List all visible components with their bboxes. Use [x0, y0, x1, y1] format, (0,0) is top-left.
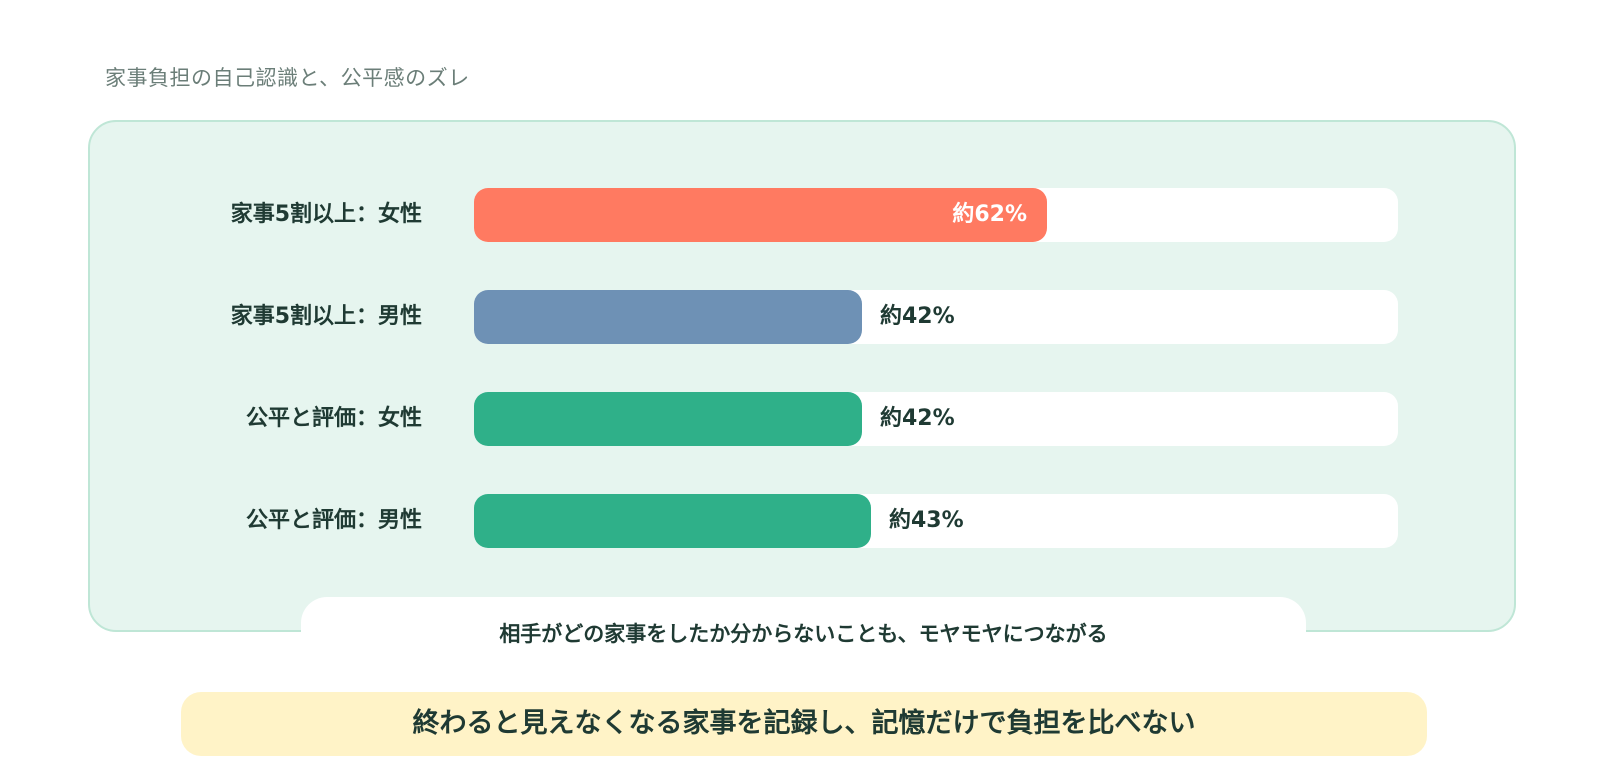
- note-box: 相手がどの家事をしたか分からないことも、モヤモヤにつながる: [301, 597, 1306, 671]
- bar-category-label: 家事5割以上：男性: [230, 304, 422, 329]
- bar-value-label: 約62%: [952, 202, 1027, 227]
- bar: [474, 290, 862, 344]
- page-title: 家事負担の自己認識と、公平感のズレ: [105, 66, 470, 90]
- bar-row: 公平と評価：男性 約43%: [90, 494, 1514, 548]
- callout-text: 終わると見えなくなる家事を記録し、記憶だけで負担を比べない: [412, 708, 1196, 739]
- bar-value-label: 約42%: [880, 406, 955, 431]
- bar-category-label: 公平と評価：男性: [245, 508, 422, 533]
- bar-category-label: 公平と評価：女性: [245, 406, 422, 431]
- bar: [474, 494, 871, 548]
- bar-row: 家事5割以上：男性 約42%: [90, 290, 1514, 344]
- bar-row: 公平と評価：女性 約42%: [90, 392, 1514, 446]
- bar-track: 約43%: [474, 494, 1398, 548]
- note-text: 相手がどの家事をしたか分からないことも、モヤモヤにつながる: [499, 622, 1108, 646]
- callout-banner: 終わると見えなくなる家事を記録し、記憶だけで負担を比べない: [181, 692, 1427, 756]
- chart-panel: 家事5割以上：女性 約62% 家事5割以上：男性 約42% 公平と評価：女性 約42% 公平…: [88, 120, 1516, 632]
- bar-value-label: 約42%: [880, 304, 955, 329]
- bar: [474, 392, 862, 446]
- bar-track: 約42%: [474, 290, 1398, 344]
- bar: [474, 188, 1047, 242]
- bar-track: 約62%: [474, 188, 1398, 242]
- bar-track: 約42%: [474, 392, 1398, 446]
- bar-value-label: 約43%: [889, 508, 964, 533]
- bar-category-label: 家事5割以上：女性: [230, 202, 422, 227]
- bar-row: 家事5割以上：女性 約62%: [90, 188, 1514, 242]
